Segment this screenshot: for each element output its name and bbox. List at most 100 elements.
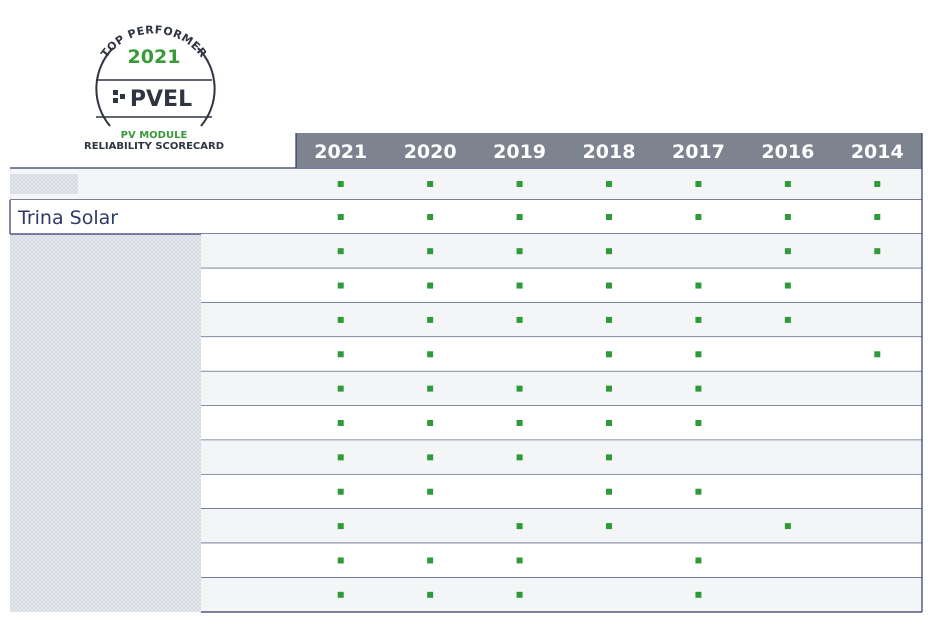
badge-line1: PV MODULE xyxy=(121,130,188,141)
check-mark xyxy=(337,248,344,255)
row-bg xyxy=(201,508,922,544)
check-mark xyxy=(337,557,344,564)
check-mark xyxy=(337,385,344,392)
row-bg xyxy=(201,405,922,441)
check-mark xyxy=(695,385,702,392)
check-mark xyxy=(516,454,523,461)
check-mark xyxy=(695,316,702,323)
row-bg xyxy=(201,577,922,612)
column-header: 2021 xyxy=(314,141,367,163)
check-mark xyxy=(337,488,344,495)
hatch-block xyxy=(10,174,78,194)
check-mark xyxy=(337,420,344,426)
check-mark xyxy=(874,351,881,358)
check-mark xyxy=(427,316,434,323)
check-mark xyxy=(784,181,791,187)
row-bg xyxy=(10,200,922,234)
check-mark xyxy=(427,591,434,598)
check-mark xyxy=(337,181,344,187)
logo-dot xyxy=(113,98,118,103)
check-mark xyxy=(784,214,791,220)
column-header: 2019 xyxy=(493,141,546,163)
row-bg xyxy=(201,302,922,338)
column-header: 2014 xyxy=(851,141,904,163)
check-mark xyxy=(516,282,523,289)
check-mark xyxy=(337,591,344,598)
column-header: 2017 xyxy=(672,141,725,163)
check-mark xyxy=(337,316,344,323)
check-mark xyxy=(606,282,612,289)
check-mark xyxy=(516,591,523,598)
check-mark xyxy=(337,454,344,461)
badge-line2: RELIABILITY SCORECARD xyxy=(84,141,224,152)
logo-dot xyxy=(113,90,118,95)
check-mark xyxy=(427,351,434,358)
check-mark xyxy=(606,214,612,220)
check-mark xyxy=(516,214,523,220)
check-mark xyxy=(695,214,702,220)
check-mark xyxy=(695,420,702,426)
check-mark xyxy=(427,488,434,495)
check-mark xyxy=(516,523,523,530)
scorecard-table: 2021 2020 2019 2018 2017 2016 2014 Trina Solar xyxy=(9,133,923,613)
column-header: 2020 xyxy=(404,141,457,163)
column-header: 2018 xyxy=(583,141,636,163)
check-mark xyxy=(516,316,523,323)
check-mark xyxy=(516,420,523,426)
row-bg xyxy=(201,234,922,269)
row-bg xyxy=(201,543,922,578)
row-bg xyxy=(201,474,922,509)
check-mark xyxy=(784,523,791,530)
row-bg xyxy=(201,440,922,475)
check-mark xyxy=(606,488,612,495)
check-mark xyxy=(606,523,612,530)
check-mark xyxy=(695,591,702,598)
logo-dot xyxy=(120,94,125,99)
row-bg xyxy=(10,168,922,200)
check-mark xyxy=(606,420,612,426)
check-mark xyxy=(427,385,434,392)
check-mark xyxy=(337,214,344,220)
check-mark xyxy=(606,351,612,358)
badge-year: 2021 xyxy=(128,46,181,68)
check-mark xyxy=(695,181,702,187)
check-mark xyxy=(337,282,344,289)
check-mark xyxy=(427,214,434,220)
check-mark xyxy=(427,557,434,564)
row-bg xyxy=(201,337,922,372)
check-mark xyxy=(427,282,434,289)
check-mark xyxy=(337,523,344,530)
check-mark xyxy=(784,248,791,255)
check-mark xyxy=(516,248,523,255)
check-mark xyxy=(695,488,702,495)
check-mark xyxy=(695,557,702,564)
check-mark xyxy=(427,420,434,426)
check-mark xyxy=(606,385,612,392)
badge-logo: PVEL xyxy=(130,87,192,112)
check-mark xyxy=(606,248,612,255)
check-mark xyxy=(516,557,523,564)
check-mark xyxy=(427,454,434,461)
check-mark xyxy=(606,316,612,323)
check-mark xyxy=(606,454,612,461)
hatch-block xyxy=(10,234,201,612)
check-mark xyxy=(784,282,791,289)
check-mark xyxy=(695,351,702,358)
check-mark xyxy=(874,181,881,187)
check-mark xyxy=(874,248,881,255)
check-mark xyxy=(695,282,702,289)
check-mark xyxy=(874,214,881,220)
check-mark xyxy=(784,316,791,323)
check-mark xyxy=(427,248,434,255)
check-mark xyxy=(606,181,612,187)
header-bar xyxy=(296,133,922,167)
row-label: Trina Solar xyxy=(17,207,118,229)
row-bg xyxy=(201,371,922,406)
column-header: 2016 xyxy=(761,141,814,163)
check-mark xyxy=(337,351,344,358)
check-mark xyxy=(427,181,434,187)
badge: TOP PERFORMER 2021 PVEL PV MODULE RELIAB… xyxy=(84,23,224,152)
check-mark xyxy=(516,181,523,187)
row-bg xyxy=(201,268,922,303)
